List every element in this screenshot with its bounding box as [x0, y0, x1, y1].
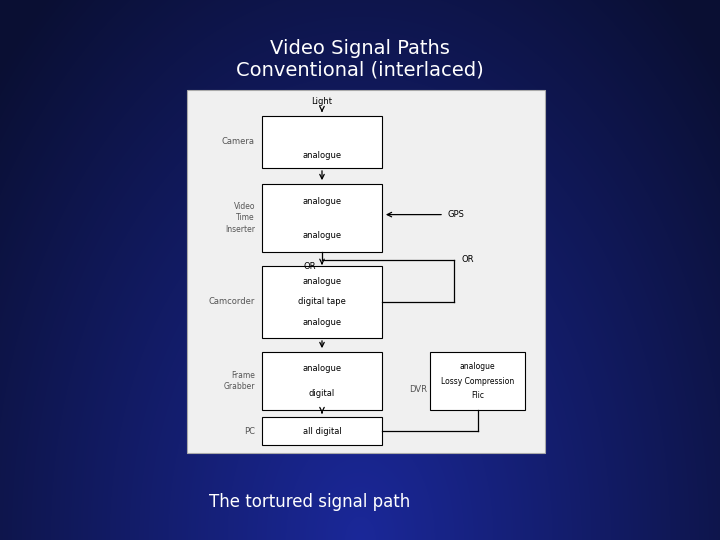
- Text: analogue: analogue: [302, 318, 341, 327]
- Text: OR: OR: [304, 262, 316, 271]
- Text: analogue: analogue: [302, 231, 341, 240]
- Text: DVR: DVR: [409, 384, 427, 394]
- Text: Frame
Grabber: Frame Grabber: [223, 371, 255, 391]
- Bar: [262, 352, 382, 410]
- Text: analogue: analogue: [459, 362, 495, 371]
- Text: analogue: analogue: [302, 197, 341, 206]
- Text: Video
Time
Inserter: Video Time Inserter: [225, 202, 255, 234]
- Text: Conventional (interlaced): Conventional (interlaced): [236, 60, 484, 79]
- Text: analogue: analogue: [302, 364, 341, 373]
- Text: OR: OR: [462, 255, 474, 265]
- Text: analogue: analogue: [302, 151, 341, 159]
- Text: Video Signal Paths: Video Signal Paths: [270, 38, 450, 57]
- Text: Lossy Compression: Lossy Compression: [441, 376, 514, 386]
- Bar: [262, 266, 382, 338]
- Text: Camera: Camera: [222, 138, 255, 146]
- Text: The tortured signal path: The tortured signal path: [210, 493, 410, 511]
- Bar: [262, 184, 382, 252]
- Bar: [262, 116, 382, 168]
- Text: Light: Light: [312, 97, 333, 106]
- Bar: [262, 417, 382, 445]
- Text: digital tape: digital tape: [298, 298, 346, 307]
- Bar: [430, 352, 525, 410]
- Text: Camcorder: Camcorder: [209, 298, 255, 307]
- Bar: [187, 90, 545, 453]
- Text: Flic: Flic: [471, 391, 484, 400]
- Text: all digital: all digital: [302, 427, 341, 435]
- Text: analogue: analogue: [302, 278, 341, 286]
- Text: PC: PC: [244, 427, 255, 435]
- Text: GPS: GPS: [447, 210, 464, 219]
- Text: digital: digital: [309, 389, 335, 399]
